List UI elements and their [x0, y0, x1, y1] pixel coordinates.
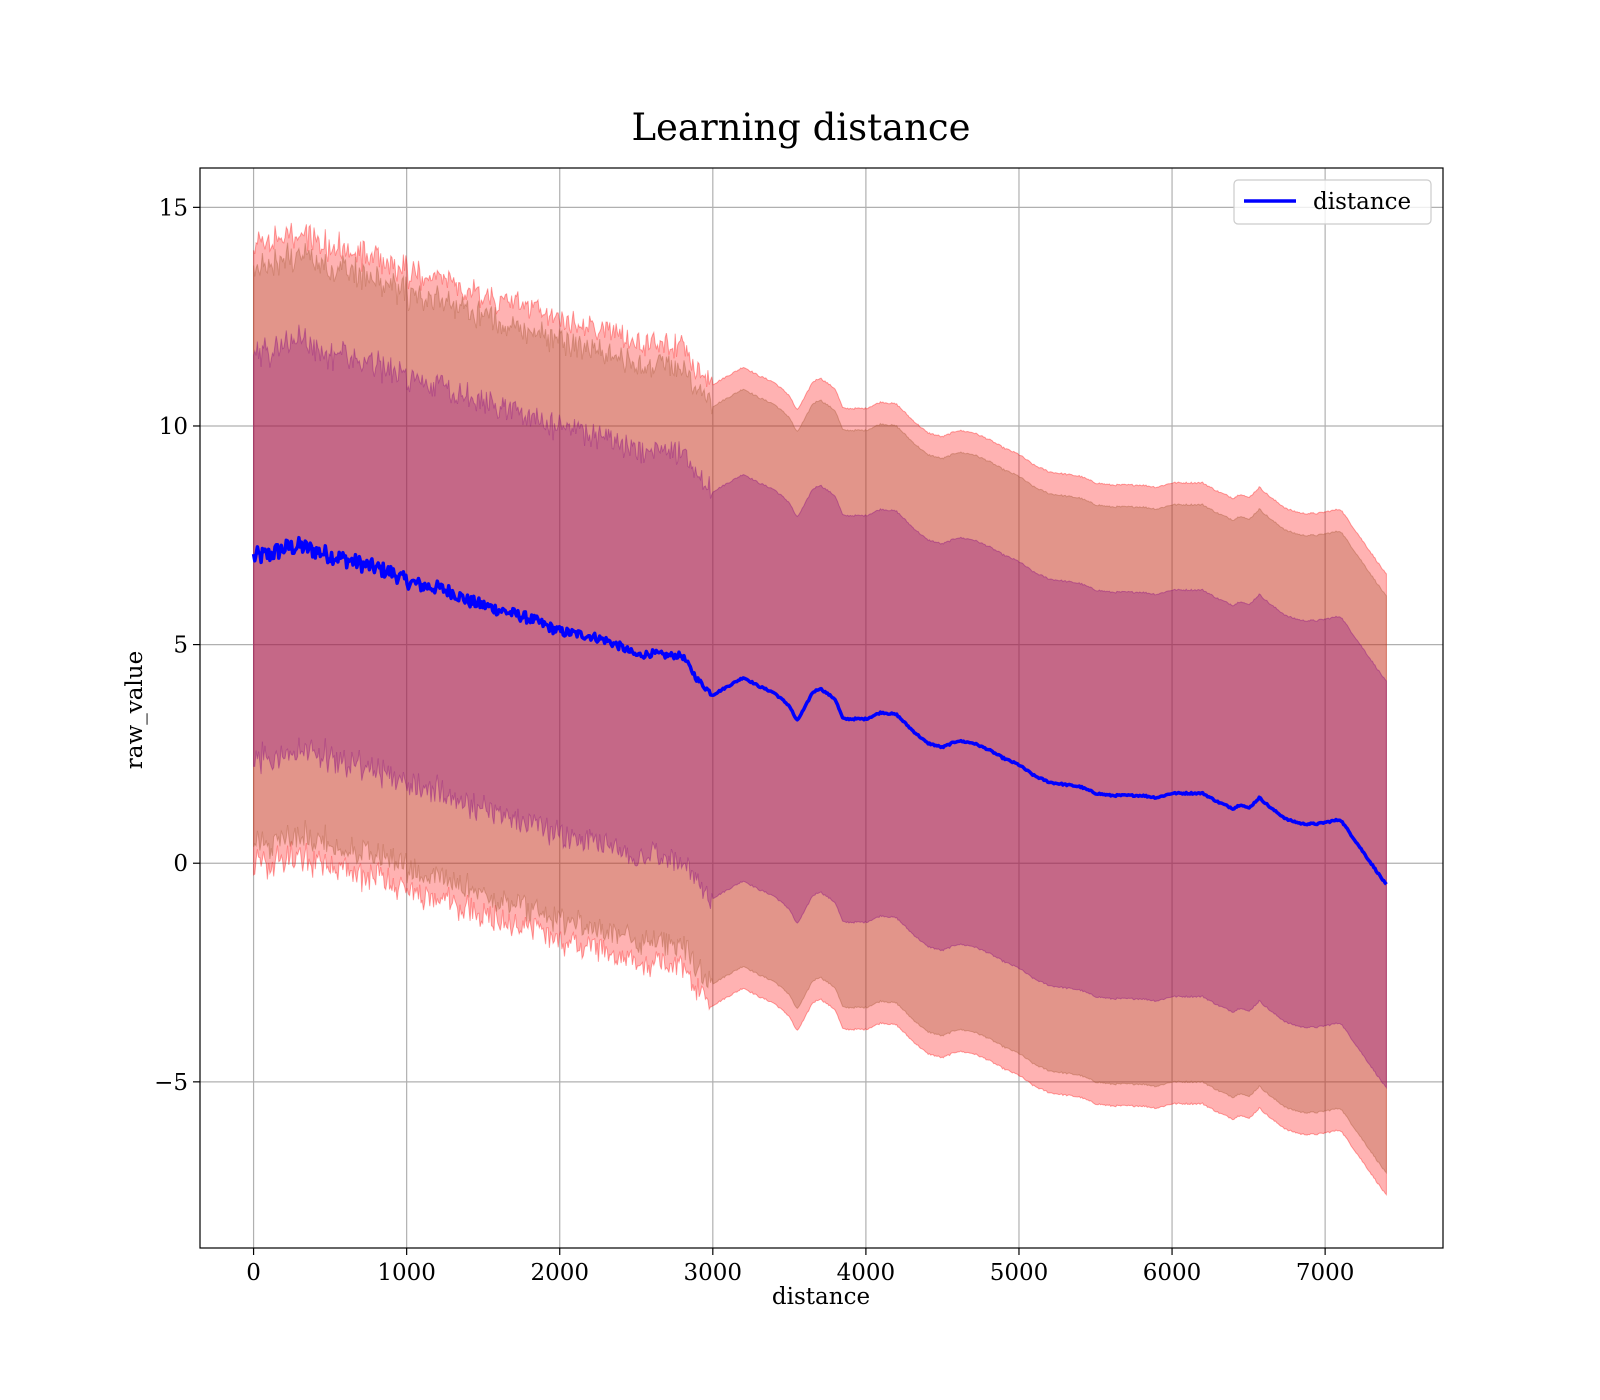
x-tick-label: 6000	[1143, 1260, 1202, 1286]
x-tick-label: 7000	[1296, 1260, 1355, 1286]
plot-frame	[199, 167, 1444, 1249]
x-tick-label: 3000	[684, 1260, 743, 1286]
chart-title: Learning distance	[631, 106, 970, 149]
y-tick-label: 10	[159, 414, 188, 440]
y-tick-label: 15	[159, 195, 188, 221]
series-lines	[251, 535, 1388, 886]
x-ticks: 0 1000 2000 3000 4000 5000 6000 7000	[246, 1248, 1354, 1286]
x-axis-label: distance	[772, 1284, 870, 1310]
y-tick-label: 0	[173, 851, 188, 877]
legend-box	[1233, 179, 1432, 225]
x-tick-label: 5000	[990, 1260, 1049, 1286]
grid	[200, 168, 1443, 1248]
band-inner	[253, 324, 1387, 1089]
x-tick-label: 1000	[377, 1260, 436, 1286]
confidence-bands	[253, 222, 1387, 1197]
legend: distance	[1233, 179, 1432, 225]
y-tick-label: 5	[173, 633, 188, 659]
y-ticks: −5 0 5 10 15	[154, 195, 200, 1096]
x-tick-label: 4000	[837, 1260, 896, 1286]
legend-label-distance: distance	[1313, 189, 1411, 215]
series-line-distance	[251, 535, 1388, 886]
x-tick-label: 2000	[530, 1260, 589, 1286]
band-outer	[253, 222, 1387, 1197]
y-tick-label: −5	[154, 1070, 188, 1096]
x-tick-label: 0	[246, 1260, 261, 1286]
y-axis-label: raw_value	[122, 651, 148, 769]
band-middle	[253, 242, 1387, 1175]
